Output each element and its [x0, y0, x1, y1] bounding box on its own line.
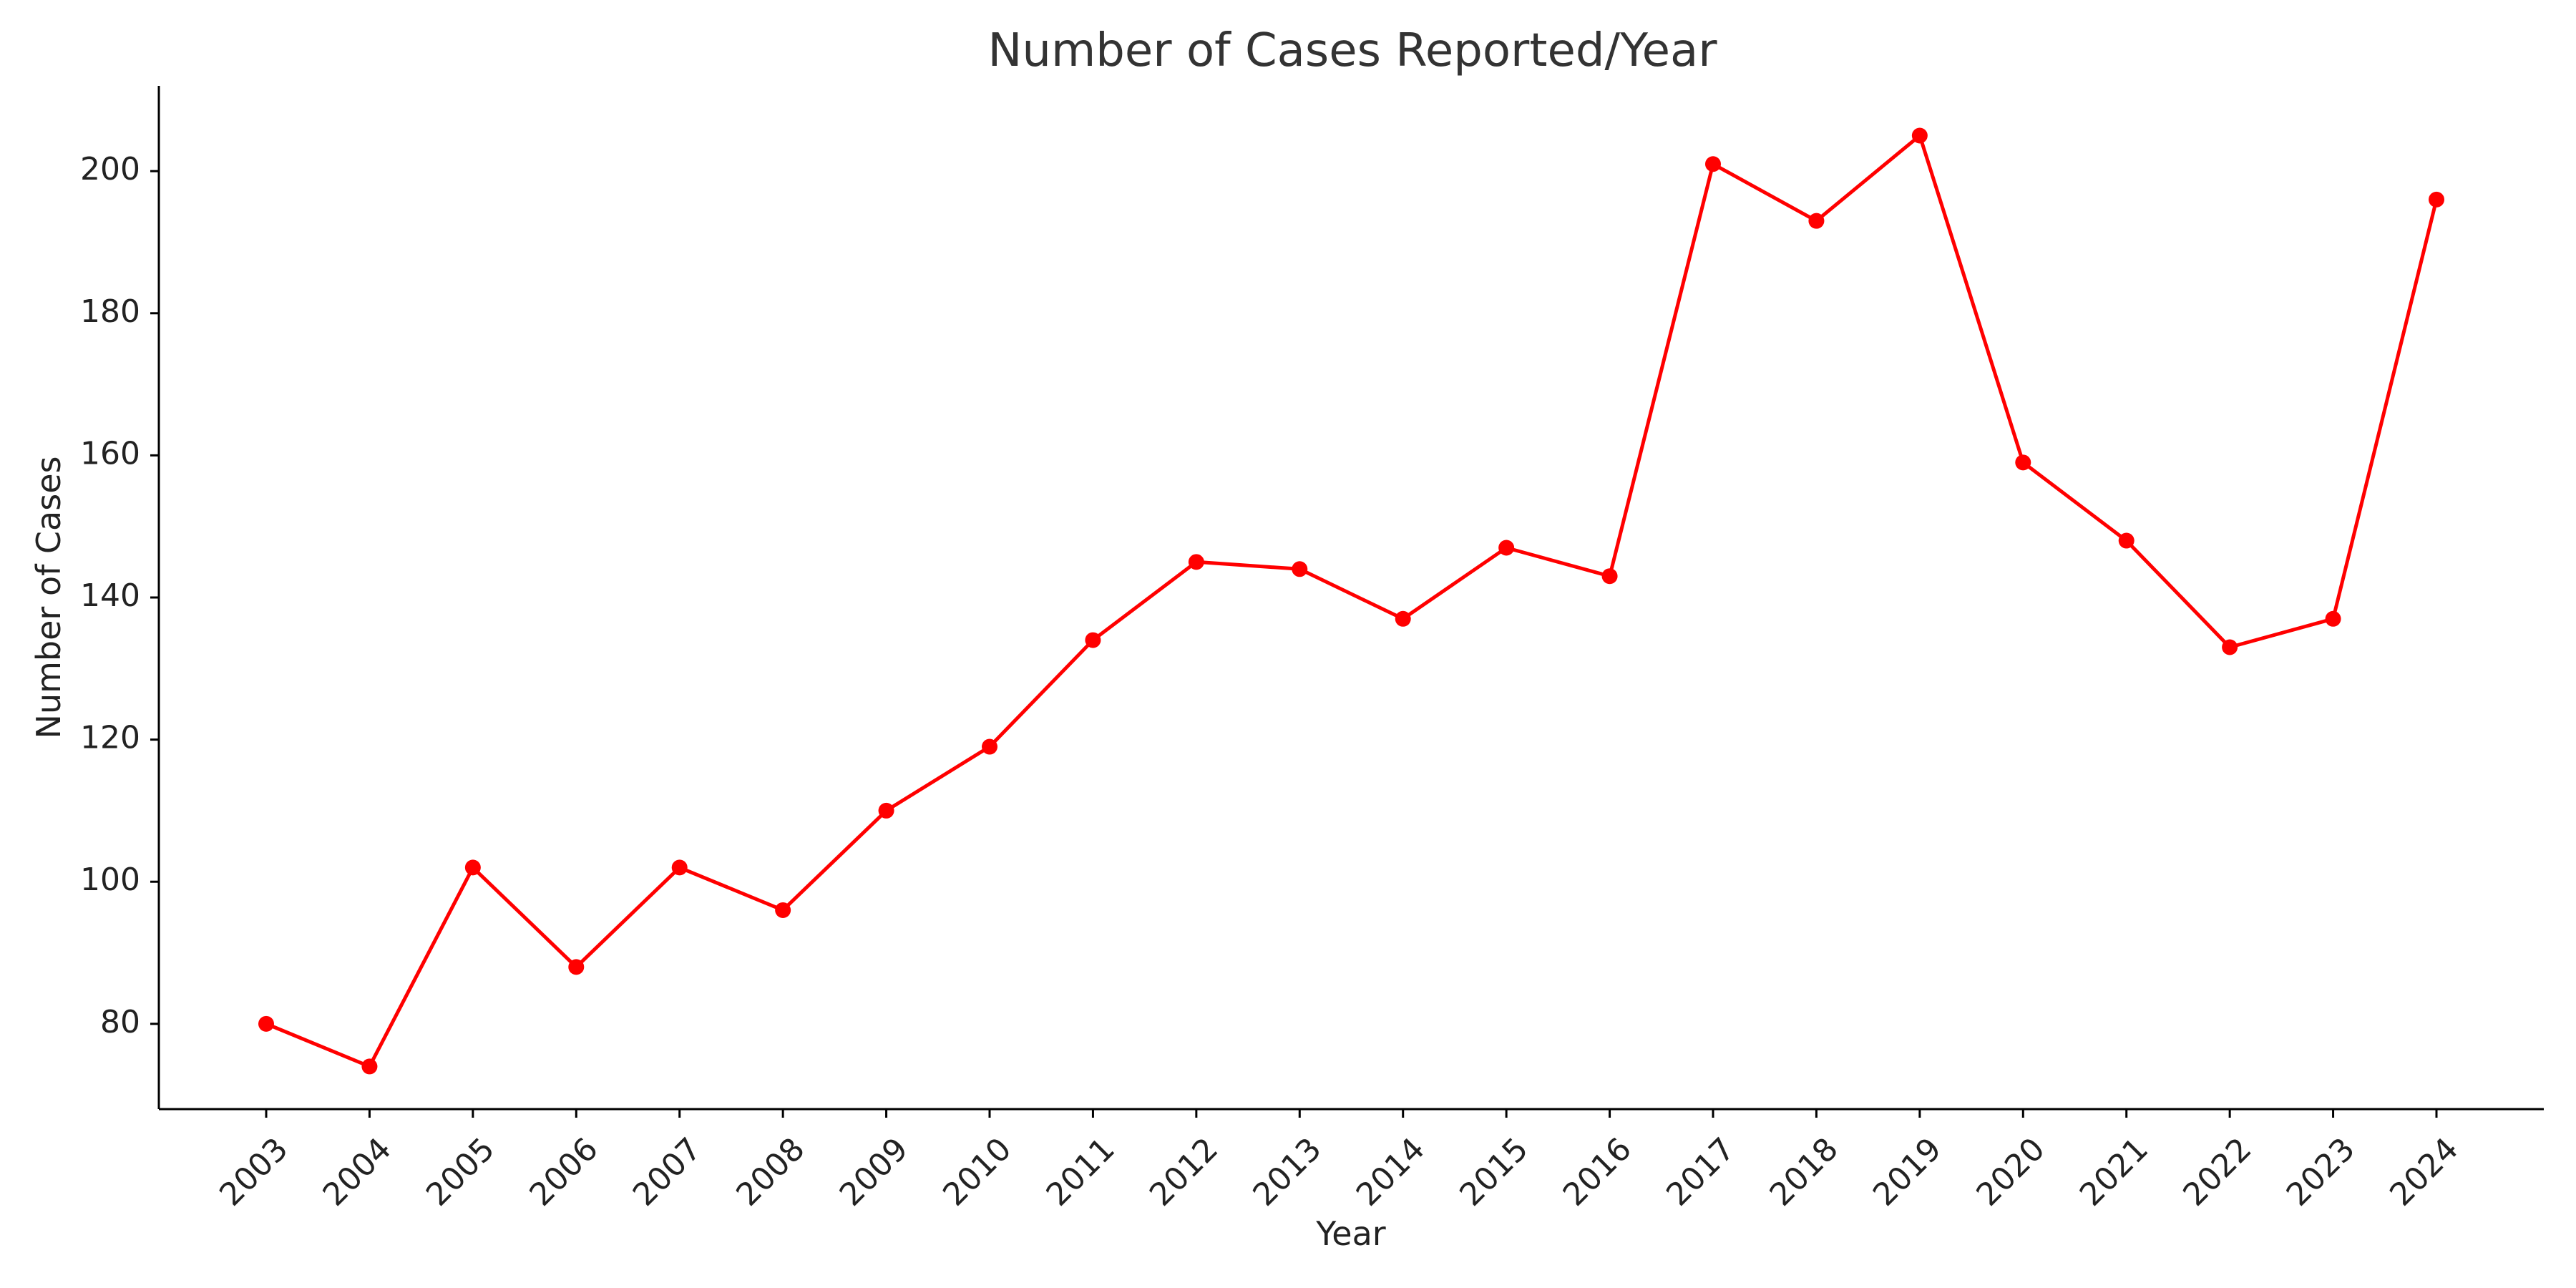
- data-point: [1911, 127, 1928, 144]
- x-tick-label: 2005: [419, 1131, 502, 1213]
- data-point: [2429, 191, 2444, 208]
- x-tick-label: 2011: [1040, 1131, 1122, 1213]
- x-tick-label: 2012: [1143, 1131, 1225, 1213]
- data-point: [464, 859, 481, 876]
- y-tick-label: 100: [80, 862, 140, 898]
- x-tick-label: 2019: [1866, 1131, 1948, 1213]
- x-tick-label: 2015: [1453, 1131, 1535, 1213]
- y-axis-ticks: 80 100 120 140 160 180 200: [80, 151, 159, 1040]
- x-tick-label: 2023: [2280, 1131, 2362, 1213]
- x-tick-label: 2020: [1969, 1131, 2051, 1213]
- data-point: [1188, 554, 1204, 570]
- data-point: [258, 1015, 274, 1032]
- series-layer: [258, 127, 2444, 1075]
- data-point: [1395, 610, 1411, 627]
- y-tick-label: 120: [80, 720, 140, 756]
- y-tick-label: 180: [80, 293, 140, 330]
- data-point: [361, 1058, 378, 1075]
- data-point: [671, 859, 688, 876]
- data-point: [2015, 454, 2031, 471]
- data-point: [568, 959, 585, 975]
- data-point: [1601, 568, 1618, 585]
- data-point: [1705, 156, 1721, 172]
- x-tick-label: 2022: [2176, 1131, 2258, 1213]
- y-tick-label: 200: [80, 151, 140, 187]
- x-tick-label: 2007: [626, 1131, 708, 1213]
- x-tick-label: 2004: [316, 1131, 399, 1213]
- x-tick-label: 2008: [729, 1131, 811, 1213]
- x-tick-label: 2014: [1350, 1131, 1432, 1213]
- x-axis-title: Year: [1315, 1214, 1385, 1253]
- series-line: [265, 134, 2439, 1068]
- data-point: [1808, 213, 1825, 229]
- x-tick-label: 2009: [833, 1131, 915, 1213]
- x-tick-label: 2003: [213, 1131, 295, 1213]
- x-tick-label: 2016: [1556, 1131, 1639, 1213]
- data-point: [775, 902, 791, 918]
- data-point: [878, 802, 894, 819]
- x-axis-ticks: 2003 2004 2005 2006 2007 2008 2009 2010 2011 2012…: [213, 1109, 2465, 1214]
- y-tick-label: 80: [100, 1004, 140, 1040]
- y-tick-label: 140: [80, 577, 140, 614]
- x-tick-label: 2021: [2073, 1131, 2155, 1213]
- y-tick-label: 160: [80, 435, 140, 472]
- x-tick-label: 2010: [936, 1131, 1018, 1213]
- data-point: [1498, 540, 1515, 556]
- data-point: [2325, 610, 2341, 627]
- x-tick-label: 2018: [1763, 1131, 1845, 1213]
- x-tick-label: 2013: [1246, 1131, 1328, 1213]
- data-point: [2118, 532, 2135, 549]
- chart-title: Number of Cases Reported/Year: [988, 24, 1718, 77]
- y-axis-title: Number of Cases: [29, 457, 68, 739]
- x-tick-label: 2006: [522, 1131, 605, 1213]
- data-point: [1085, 632, 1101, 648]
- data-point: [982, 738, 997, 755]
- x-tick-label: 2024: [2383, 1131, 2465, 1213]
- data-point: [1292, 561, 1308, 577]
- x-tick-label: 2017: [1659, 1131, 1742, 1213]
- data-point: [2222, 639, 2238, 655]
